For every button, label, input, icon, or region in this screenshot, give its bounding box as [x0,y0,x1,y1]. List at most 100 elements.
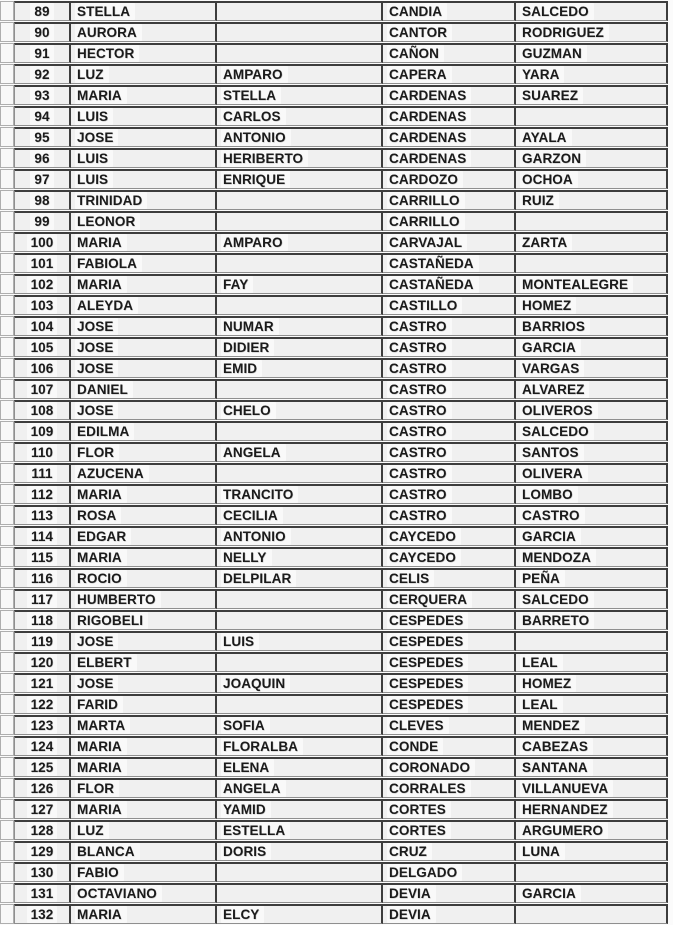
table-row: 102 MARIA FAY CASTAÑEDA MONTEALEGRE [0,274,668,294]
row-number-cell: 124 [14,736,71,756]
sur2-text: CABEZAS [520,738,593,755]
surname1-cell: CONDE [383,736,516,756]
first-text: JOSE [75,129,119,146]
table-row: 99 LEONOR CARRILLO [0,211,668,231]
middle-text: ENRIQUE [221,171,291,188]
table-row: 118 RIGOBELI CESPEDES BARRETO [0,610,668,630]
middle-text: CARLOS [221,108,286,125]
table-row: 90 AURORA CANTOR RODRIGUEZ [0,22,668,42]
first-name-cell: FABIO [71,862,217,882]
surname2-cell: ALVAREZ [516,379,668,399]
first-name-cell: MARIA [71,799,217,819]
table-row: 96 LUIS HERIBERTO CARDENAS GARZON [0,148,668,168]
first-text: JOSE [75,402,119,419]
row-stub-cell [0,463,14,483]
row-number-cell: 107 [14,379,71,399]
row-number-text: 95 [30,129,54,146]
row-number-text: 127 [26,801,58,818]
first-text: MARIA [75,276,127,293]
row-number-cell: 112 [14,484,71,504]
surname1-cell: CASTRO [383,400,516,420]
middle-name-cell: DELPILAR [217,568,383,588]
sur2-text: LOMBO [520,486,578,503]
row-stub-cell [0,547,14,567]
first-name-cell: LUIS [71,148,217,168]
sur1-text: CAYCEDO [387,528,461,545]
first-text: JOSE [75,633,119,650]
row-number-text: 94 [30,108,54,125]
row-number-text: 104 [26,318,58,335]
table-row: 89 STELLA CANDIA SALCEDO [0,1,668,21]
row-number-cell: 92 [14,64,71,84]
middle-name-cell: ANGELA [217,778,383,798]
row-stub-cell [0,673,14,693]
surname1-cell: CORTES [383,799,516,819]
sur2-text: GARCIA [520,885,581,902]
first-text: LUZ [75,66,109,83]
surname2-cell [516,253,668,273]
sur2-text: AYALA [520,129,572,146]
row-number-text: 123 [26,717,58,734]
sur1-text: CESPEDES [387,612,469,629]
middle-name-cell [217,610,383,630]
sur2-text: VARGAS [520,360,585,377]
surname2-cell [516,211,668,231]
surname2-cell: GARZON [516,148,668,168]
row-stub-cell [0,883,14,903]
sur1-text: CASTRO [387,381,452,398]
row-stub-cell [0,64,14,84]
table-row: 97 LUIS ENRIQUE CARDOZO OCHOA [0,169,668,189]
row-number-cell: 120 [14,652,71,672]
sur2-text: LUNA [520,843,565,860]
middle-name-cell: CECILIA [217,505,383,525]
first-text: OCTAVIANO [75,885,162,902]
middle-name-cell [217,43,383,63]
row-stub-cell [0,232,14,252]
first-name-cell: FLOR [71,778,217,798]
sur2-text: CASTRO [520,507,585,524]
row-number-cell: 117 [14,589,71,609]
middle-text: EMID [221,360,263,377]
middle-text: LUIS [221,633,260,650]
sur1-text: CORRALES [387,780,471,797]
surname1-cell: CASTRO [383,316,516,336]
table-row: 131 OCTAVIANO DEVIA GARCIA [0,883,668,903]
middle-text: NELLY [221,549,272,566]
row-number-cell: 109 [14,421,71,441]
first-name-cell: MARIA [71,757,217,777]
surname1-cell: DEVIA [383,883,516,903]
row-number-cell: 106 [14,358,71,378]
row-number-text: 117 [26,591,58,608]
row-stub-cell [0,820,14,840]
row-stub-cell [0,652,14,672]
middle-text: AMPARO [221,234,288,251]
table-row: 130 FABIO DELGADO [0,862,668,882]
row-number-cell: 105 [14,337,71,357]
row-number-cell: 122 [14,694,71,714]
row-stub-cell [0,631,14,651]
middle-name-cell: HERIBERTO [217,148,383,168]
sur2-text: HOMEZ [520,675,577,692]
table-row: 101 FABIOLA CASTAÑEDA [0,253,668,273]
sur2-text: SALCEDO [520,591,594,608]
surname2-cell: OLIVEROS [516,400,668,420]
sur1-text: CARVAJAL [387,234,468,251]
first-name-cell: EDGAR [71,526,217,546]
middle-name-cell: DORIS [217,841,383,861]
first-name-cell: LUIS [71,169,217,189]
middle-text: ANGELA [221,780,286,797]
row-number-cell: 110 [14,442,71,462]
sur1-text: CANDIA [387,3,448,20]
first-text: EDGAR [75,528,132,545]
middle-name-cell [217,421,383,441]
row-stub-cell [0,169,14,189]
first-text: JOSE [75,318,119,335]
sur1-text: CASTRO [387,402,452,419]
row-number-cell: 127 [14,799,71,819]
sur1-text: CASTILLO [387,297,463,314]
middle-text: DORIS [221,843,272,860]
sur2-text: OCHOA [520,171,578,188]
table-row: 120 ELBERT CESPEDES LEAL [0,652,668,672]
surname2-cell: RUIZ [516,190,668,210]
row-number-text: 132 [26,906,58,923]
